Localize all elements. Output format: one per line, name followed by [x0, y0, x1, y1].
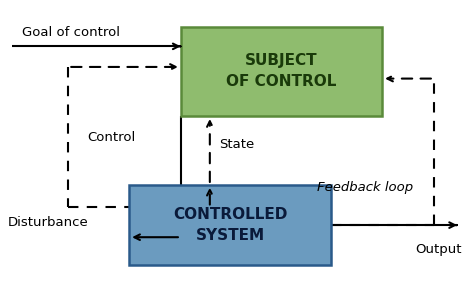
- Text: Feedback loop: Feedback loop: [317, 181, 413, 194]
- Text: CONTROLLED
SYSTEM: CONTROLLED SYSTEM: [173, 207, 287, 243]
- Text: State: State: [219, 138, 255, 151]
- Text: Goal of control: Goal of control: [21, 26, 119, 39]
- Bar: [129, 185, 331, 265]
- Text: Output: Output: [415, 243, 462, 256]
- Text: Control: Control: [87, 131, 136, 144]
- Text: SUBJECT
OF CONTROL: SUBJECT OF CONTROL: [226, 54, 337, 89]
- Text: Disturbance: Disturbance: [8, 216, 88, 229]
- Bar: [181, 27, 382, 116]
